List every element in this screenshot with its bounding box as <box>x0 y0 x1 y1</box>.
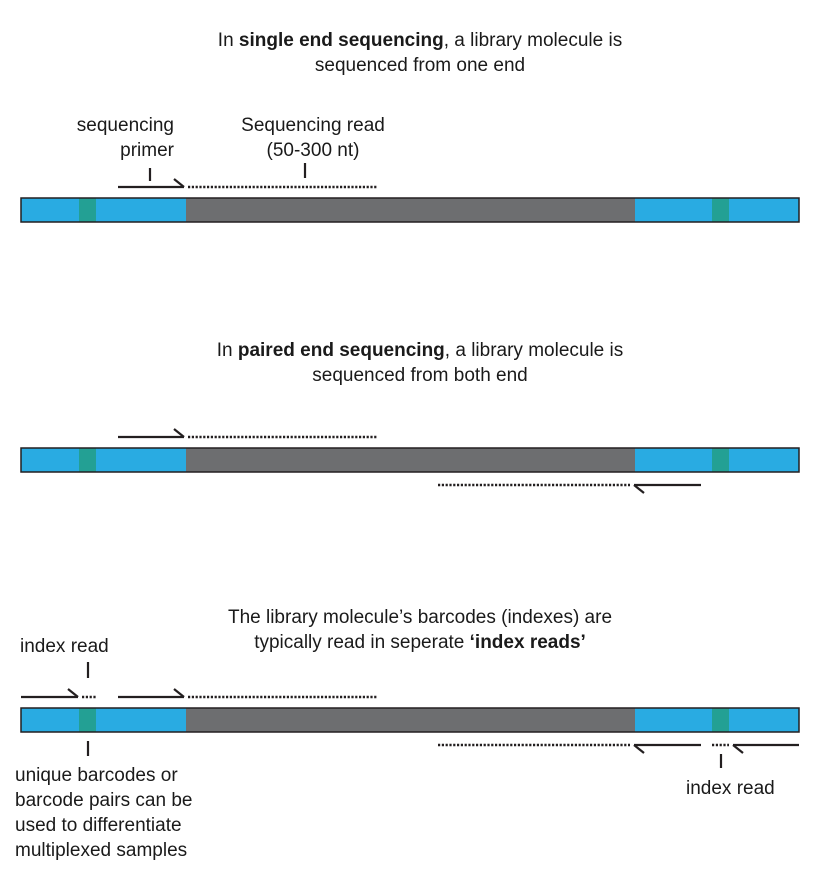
molecule-outline <box>20 707 800 733</box>
library-molecule-1 <box>20 197 800 223</box>
primer-label-line2: primer <box>120 140 174 161</box>
barcode-note: unique barcodes or barcode pairs can be … <box>15 763 275 863</box>
section3-title-line2-pre: typically read in seperate <box>254 632 470 653</box>
section2-title-pre: In <box>216 340 238 361</box>
barcode-right <box>712 708 729 732</box>
read-label-line1: Sequencing read <box>241 115 385 136</box>
section2-title: In paired end sequencing, a library mole… <box>100 338 740 388</box>
section2-title-post: , a library molecule is <box>444 340 624 361</box>
barcode-note-line1: unique barcodes or <box>15 765 178 786</box>
barcode-note-line4: multiplexed samples <box>15 840 188 861</box>
library-molecule-2 <box>20 447 800 473</box>
section3-title: The library molecule’s barcodes (indexes… <box>100 605 740 655</box>
molecule-outline <box>20 197 800 223</box>
adapter-left <box>21 448 186 472</box>
insert <box>186 448 635 472</box>
section3-title-line1: The library molecule’s barcodes (indexes… <box>227 607 613 628</box>
primer-arrow-1 <box>118 178 185 189</box>
section1-title-line2: sequenced from one end <box>314 55 526 76</box>
read-label: Sequencing read (50-300 nt) <box>213 113 413 163</box>
barcode-right <box>712 448 729 472</box>
section3-title-line2-bold: ‘index reads’ <box>469 632 586 653</box>
index-primer-arrow-left <box>21 688 79 699</box>
primer-label: sequencing primer <box>40 113 174 163</box>
section1-title-post: , a library molecule is <box>443 30 623 51</box>
insert <box>186 708 635 732</box>
primer-label-line1: sequencing <box>76 115 174 136</box>
section2-title-line2: sequenced from both end <box>312 365 528 386</box>
barcode-left <box>79 198 96 222</box>
section1-title-pre: In <box>217 30 239 51</box>
barcode-left <box>79 708 96 732</box>
section1-title: In single end sequencing, a library mole… <box>100 28 740 78</box>
forward-primer-arrow-3 <box>118 688 185 699</box>
index-read-label-right: index read <box>686 778 775 799</box>
section1-title-bold: single end sequencing <box>238 30 444 51</box>
barcode-left <box>79 448 96 472</box>
library-molecule-3 <box>20 707 800 733</box>
adapter-left <box>21 198 186 222</box>
barcode-note-line3: used to differentiate <box>15 815 182 836</box>
adapter-left <box>21 708 186 732</box>
reverse-primer-arrow-3 <box>633 743 701 754</box>
insert <box>186 198 635 222</box>
barcode-right <box>712 198 729 222</box>
index-read-label-left: index read <box>20 636 109 657</box>
reverse-primer-arrow-2 <box>633 483 701 494</box>
barcode-note-line2: barcode pairs can be <box>15 790 193 811</box>
forward-primer-arrow-2 <box>118 428 185 439</box>
read-label-line2: (50-300 nt) <box>266 140 360 161</box>
index-primer-arrow-right <box>732 743 799 754</box>
molecule-outline <box>20 447 800 473</box>
section2-title-bold: paired end sequencing <box>237 340 445 361</box>
